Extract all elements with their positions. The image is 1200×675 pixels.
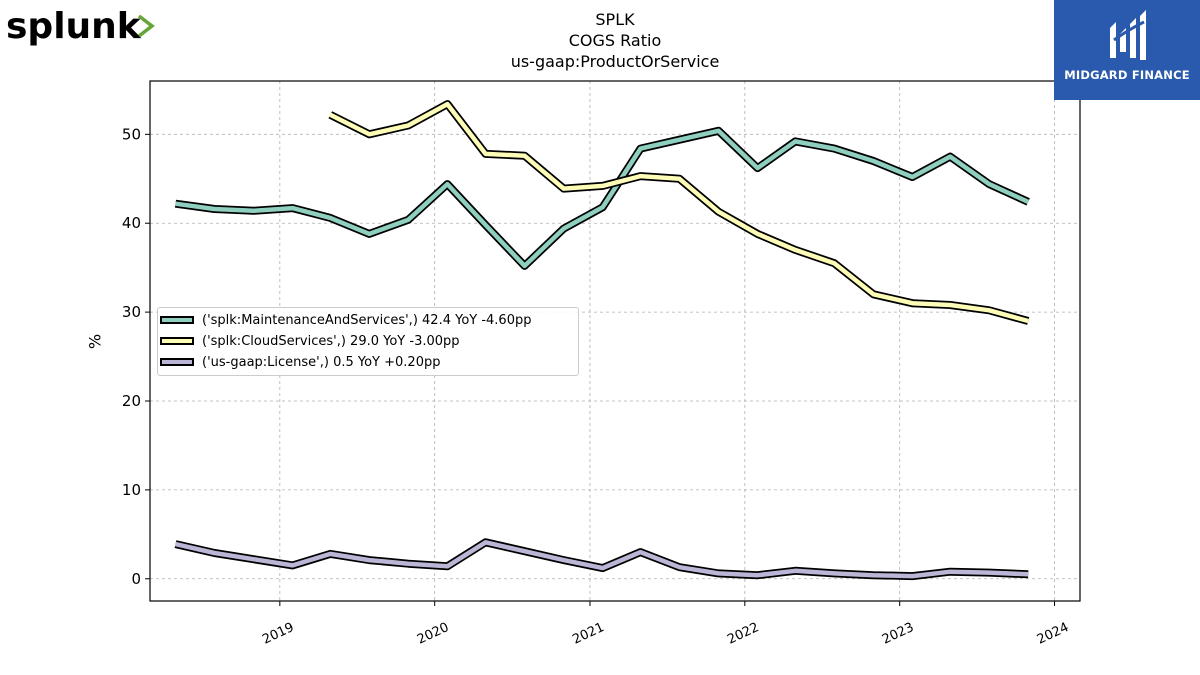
x-tick-label: 2024 — [1035, 620, 1071, 648]
y-tick-label: 40 — [122, 214, 141, 232]
chart-title-ticker: SPLK — [595, 10, 635, 29]
legend-entry-license: ('us-gaap:License',) 0.5 YoY +0.20pp — [158, 352, 440, 372]
legend-entry-cloud: ('splk:CloudServices',) 29.0 YoY -3.00pp — [158, 331, 460, 351]
chart-legend: ('splk:MaintenanceAndServices',) 42.4 Yo… — [157, 307, 579, 376]
svg-text:splunk: splunk — [6, 6, 142, 47]
x-tick-label: 2019 — [260, 620, 296, 648]
series-line-license-outline — [174, 538, 1029, 581]
y-tick-label: 30 — [122, 303, 141, 321]
legend-swatch-cloud — [160, 337, 194, 345]
legend-entry-maintenance: ('splk:MaintenanceAndServices',) 42.4 Yo… — [158, 310, 531, 330]
legend-label-maintenance: ('splk:MaintenanceAndServices',) 42.4 Yo… — [202, 312, 532, 328]
y-tick-label: 10 — [122, 481, 141, 499]
midgard-emblem-icon — [1110, 10, 1146, 60]
plot-frame — [149, 80, 1081, 602]
x-tick-label: 2022 — [725, 620, 761, 648]
y-tick-label: 0 — [131, 570, 141, 588]
y-axis-label: % — [85, 333, 105, 350]
splunk-chevron-icon — [137, 14, 155, 38]
legend-label-license: ('us-gaap:License',) 0.5 YoY +0.20pp — [202, 354, 441, 370]
legend-swatch-maintenance — [160, 316, 194, 324]
chart-title-metric: COGS Ratio — [568, 31, 662, 50]
chart-title-dimension: us-gaap:ProductOrService — [510, 52, 720, 71]
series-line-maintenance-outline — [174, 126, 1030, 270]
splunk-logo: splunk — [6, 6, 155, 47]
series-layer — [174, 100, 1030, 581]
series-line-license — [174, 540, 1029, 579]
x-axis: 2019 2020 2021 2022 2023 2024 — [260, 601, 1071, 648]
legend-label-cloud: ('splk:CloudServices',) 29.0 YoY -3.00pp — [202, 333, 460, 349]
series-line-cloud — [329, 101, 1029, 324]
series-line-maintenance — [175, 128, 1030, 269]
y-axis: 0 10 20 30 40 50 — [122, 125, 150, 588]
y-tick-label: 20 — [122, 392, 141, 410]
legend-swatch-license — [160, 358, 194, 366]
midgard-finance-logo: MIDGARD FINANCE — [1054, 0, 1200, 100]
midgard-logo-text: MIDGARD FINANCE — [1064, 68, 1190, 82]
y-tick-label: 50 — [122, 125, 141, 143]
x-tick-label: 2021 — [570, 620, 606, 648]
x-tick-label: 2020 — [415, 620, 451, 648]
x-tick-label: 2023 — [880, 620, 916, 648]
